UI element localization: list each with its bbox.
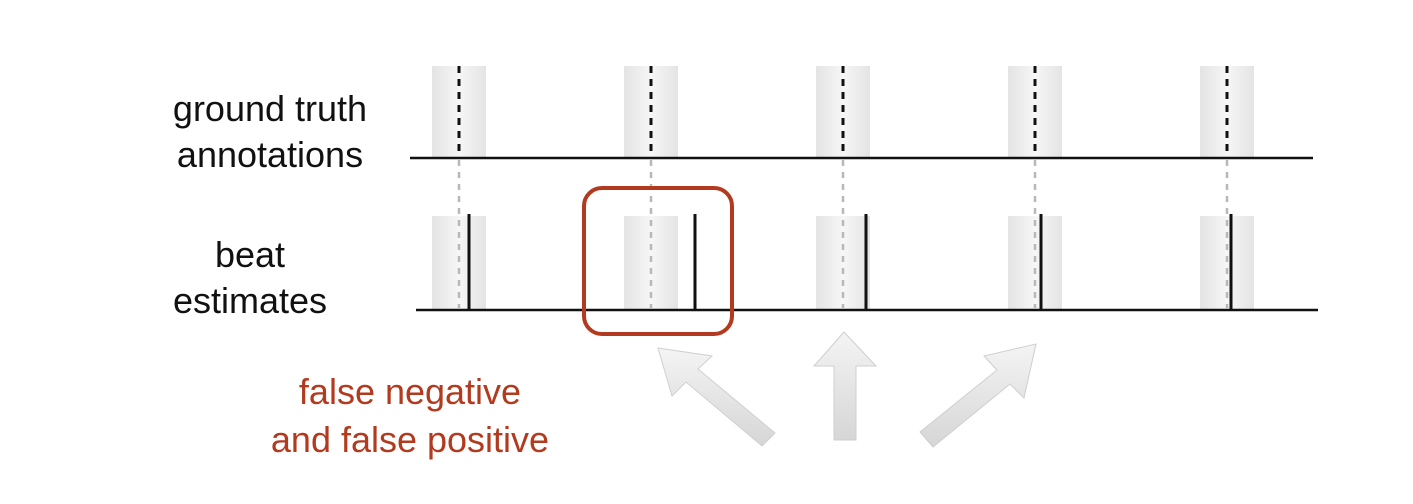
arrow-up-left-icon bbox=[657, 347, 776, 447]
error-annotation: false negative and false positive bbox=[220, 368, 600, 464]
est-beat-markers bbox=[467, 214, 1233, 310]
arrow-up-icon bbox=[812, 331, 878, 441]
projection-lines bbox=[457, 160, 1229, 308]
ground-truth-label: ground truth annotations bbox=[110, 86, 430, 178]
gt-beat-markers bbox=[457, 66, 1229, 158]
arrow-up-right-icon bbox=[919, 343, 1037, 448]
ground-truth-label-line2: annotations bbox=[176, 134, 364, 175]
error-highlight-box bbox=[582, 186, 734, 336]
estimates-label: beat estimates bbox=[90, 232, 410, 324]
estimates-label-line2: estimates bbox=[172, 280, 328, 321]
pointer-arrows bbox=[657, 331, 1037, 448]
ground-truth-label-line1: ground truth bbox=[172, 88, 368, 129]
error-annotation-line1: false negative bbox=[298, 371, 522, 412]
estimates-label-line1: beat bbox=[214, 234, 286, 275]
error-annotation-line2: and false positive bbox=[270, 419, 550, 460]
